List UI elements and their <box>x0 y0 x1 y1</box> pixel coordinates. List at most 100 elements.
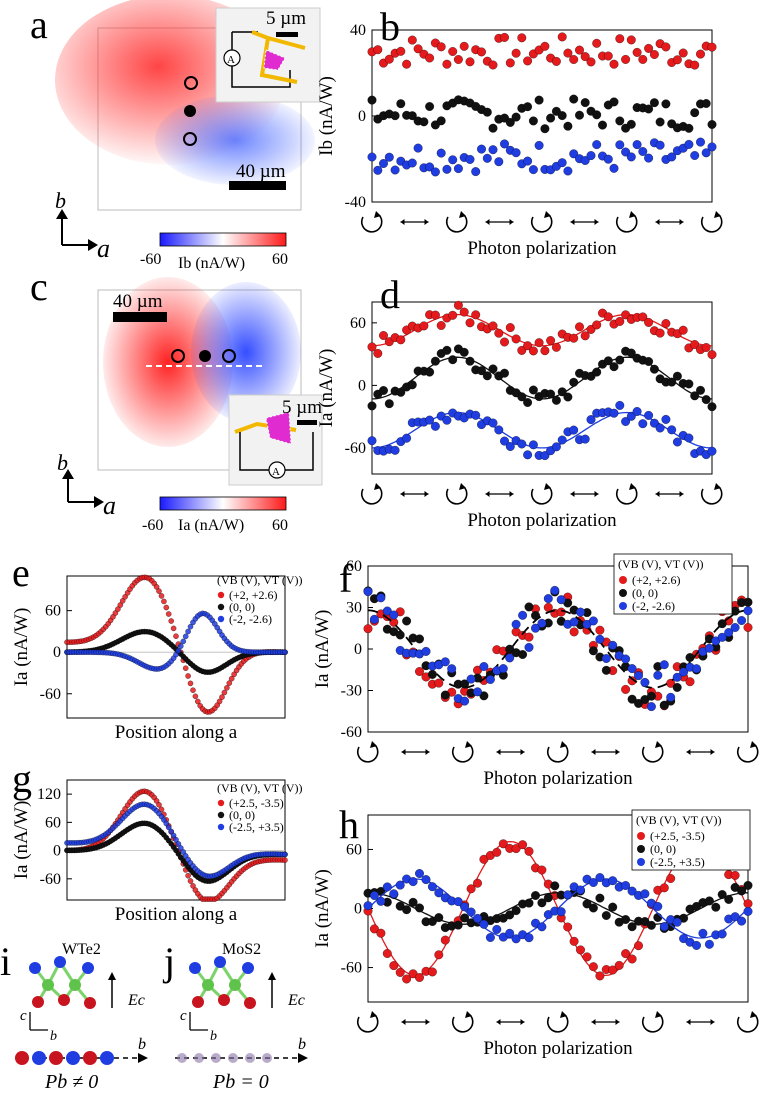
data-point <box>743 906 753 916</box>
data-point <box>586 57 596 67</box>
data-point <box>115 606 121 612</box>
colorbar-c-label: Ia (nA/W) <box>178 517 244 534</box>
data-point <box>649 98 659 108</box>
data-point <box>448 47 458 56</box>
scale-small-text-c: 5 µm <box>282 397 322 418</box>
ammeter-icon-c <box>268 461 286 479</box>
data-point <box>408 897 418 907</box>
data-point <box>488 418 498 428</box>
data-point <box>518 840 528 850</box>
panel-label-d: d <box>380 272 400 317</box>
data-point <box>430 421 440 431</box>
x-axis-label: Position along a <box>115 722 238 743</box>
data-point <box>621 147 631 157</box>
data-point <box>219 694 225 700</box>
arrowhead-icon <box>108 972 116 980</box>
panel-a: a 40 µm A 5 µm b a -60 60 Ib ( <box>30 0 321 272</box>
data-point <box>173 651 179 658</box>
data-point <box>592 367 602 377</box>
chart-e: 60 0 -60 Ia (nA/W) Position along a (VB (V), … <box>11 573 303 743</box>
circular-polarization-icon <box>641 1014 664 1033</box>
data-point <box>684 139 694 149</box>
data-point <box>569 936 579 946</box>
data-point <box>479 691 489 701</box>
data-point <box>523 56 533 66</box>
data-point <box>666 874 676 883</box>
data-point <box>626 348 636 358</box>
data-point <box>638 54 648 64</box>
data-point <box>588 646 598 656</box>
data-point <box>221 689 228 696</box>
data-point <box>165 824 172 831</box>
circular-polarization-icon <box>546 1014 569 1033</box>
data-point <box>518 650 528 659</box>
data-point <box>471 167 481 177</box>
ammeter-icon <box>223 49 241 67</box>
data-point <box>569 55 579 64</box>
data-point <box>704 896 714 906</box>
data-point <box>156 802 162 808</box>
circular-polarization-icon <box>360 486 383 505</box>
chain-atom <box>32 1051 46 1065</box>
data-point <box>638 419 648 429</box>
data-point <box>646 702 656 712</box>
data-point <box>436 321 446 330</box>
chain-atom <box>262 1053 272 1063</box>
data-point <box>551 342 561 352</box>
data-point <box>551 395 561 405</box>
data-point <box>649 364 659 374</box>
data-point <box>363 624 373 634</box>
legend-marker <box>217 811 225 819</box>
data-point <box>282 857 288 863</box>
data-point <box>389 610 399 620</box>
data-point <box>696 385 705 395</box>
data-point <box>569 617 579 627</box>
data-point <box>482 371 492 381</box>
data-point <box>690 108 700 118</box>
data-point <box>494 328 504 338</box>
data-point <box>569 425 579 435</box>
data-point <box>672 672 682 682</box>
data-point <box>488 364 498 374</box>
atom <box>54 956 66 968</box>
circular-polarization-icon <box>445 486 468 505</box>
data-point <box>540 346 550 356</box>
y-tick-label: 60 <box>346 558 362 575</box>
data-point <box>701 148 711 158</box>
data-point <box>122 594 128 600</box>
y-tick-label: 60 <box>45 814 61 831</box>
circular-polarization-icon <box>530 486 553 505</box>
legend-marker <box>619 576 627 584</box>
arrowhead-icon <box>629 211 636 218</box>
data-point <box>540 451 550 461</box>
data-point <box>653 670 663 680</box>
data-point <box>627 694 637 704</box>
data-point <box>661 414 671 424</box>
data-point <box>363 587 373 597</box>
colorbar-a-min: -60 <box>140 251 161 268</box>
data-point <box>646 920 656 930</box>
panel-label-f: f <box>339 556 353 601</box>
data-point <box>415 869 424 878</box>
y-tick-label: 0 <box>53 644 61 661</box>
scale-small-text: 5 µm <box>266 8 306 29</box>
legend-entry: (-2.5, +3.5) <box>650 855 705 869</box>
scalebar-big-c <box>113 312 167 322</box>
data-point <box>644 317 654 327</box>
data-point <box>382 606 392 616</box>
data-point <box>460 913 470 923</box>
data-point <box>407 111 417 121</box>
legend-marker <box>217 823 225 831</box>
data-point <box>537 865 547 875</box>
data-point <box>524 632 534 642</box>
arrowhead-icon <box>655 1011 662 1018</box>
chain-atom <box>100 1051 114 1065</box>
data-point <box>595 971 605 981</box>
data-point <box>505 653 515 663</box>
data-point <box>609 408 619 418</box>
data-point <box>672 917 682 927</box>
data-point <box>415 973 424 982</box>
legend-entry: (+2.5, -3.5) <box>650 829 705 843</box>
data-point <box>447 664 457 674</box>
data-point <box>717 619 727 629</box>
